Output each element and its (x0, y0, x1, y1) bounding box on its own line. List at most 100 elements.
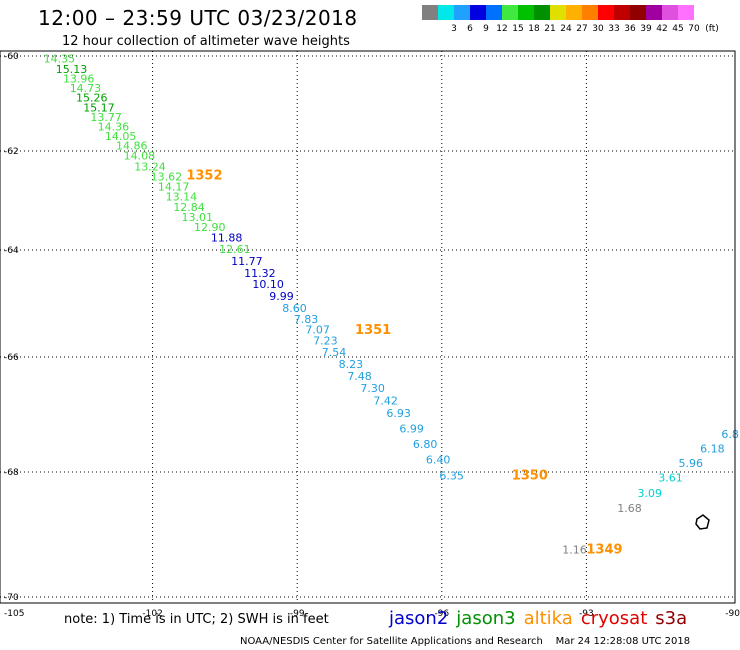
wave-height-value: 7.23 (313, 335, 338, 348)
wave-height-value: 5.96 (678, 457, 703, 470)
scale-label: 39 (640, 24, 652, 34)
chart-title: 12:00 – 23:59 UTC 03/23/2018 (38, 6, 358, 30)
scale-swatch (630, 5, 646, 20)
scale-swatch (486, 5, 502, 20)
satellite-legend-s3a: s3a (655, 608, 688, 629)
lat-tick-label: -70 (4, 593, 19, 603)
scale-swatch (694, 5, 710, 20)
wave-height-value: 7.42 (373, 395, 398, 408)
scale-swatch (566, 5, 582, 20)
scale-swatch (662, 5, 678, 20)
map-grid (0, 51, 735, 603)
wave-height-value: 9.99 (269, 290, 294, 303)
wave-height-value: 14.73 (70, 82, 102, 95)
wave-height-value: 15.13 (56, 63, 88, 76)
wave-height-value: 11.88 (211, 232, 243, 245)
wave-height-value: 7.07 (305, 323, 330, 336)
chart-subtitle: 12 hour collection of altimeter wave hei… (62, 34, 350, 49)
scale-label: 42 (656, 24, 668, 34)
scale-label: 18 (528, 24, 540, 34)
wave-height-value: 14.35 (44, 53, 76, 66)
lon-tick-label: -102 (142, 609, 162, 619)
wave-height-value: 14.36 (98, 121, 130, 134)
wave-height-value: 6.40 (426, 453, 451, 466)
satellite-legend-jason2: jason2 (389, 608, 449, 629)
wave-height-value: 3.61 (658, 471, 683, 484)
wave-height-value: 11.77 (231, 255, 263, 268)
lat-tick-label: -64 (4, 246, 19, 256)
wave-height-value: 13.96 (63, 73, 94, 86)
pass-time-label: 1352 (186, 169, 222, 184)
footer-note: note: 1) Time is in UTC; 2) SWH is in fe… (64, 612, 329, 627)
wave-height-value: 13.62 (151, 171, 183, 184)
wave-height-value: 10.10 (252, 278, 284, 291)
pass-time-labels: 1352 1351 1350 1349 (186, 169, 622, 558)
wave-height-value: 13.77 (90, 111, 122, 124)
map-frame (0, 50, 736, 604)
lon-corner-label-right: -90 (725, 609, 740, 619)
wave-height-value: 6.80 (413, 438, 438, 451)
scale-swatch (470, 5, 486, 20)
lat-tick-label: -60 (4, 52, 19, 62)
scale-swatch (422, 5, 438, 20)
scale-label: 30 (592, 24, 604, 34)
wave-height-value: 14.17 (158, 181, 190, 194)
wave-height-value: 6.8 (721, 428, 739, 441)
wave-height-value: 13.14 (166, 191, 198, 204)
wave-height-value: 14.05 (105, 130, 137, 143)
scale-swatch (454, 5, 470, 20)
wave-height-value: 13.01 (182, 211, 214, 224)
wave-height-value: 1.16 (562, 543, 587, 556)
wave-height-value: 7.54 (322, 346, 347, 359)
scale-swatch (518, 5, 534, 20)
wave-height-value: 14.86 (116, 140, 148, 153)
scale-swatch (678, 5, 694, 20)
wave-height-observations: 14.3515.1313.9614.7315.2615.1713.7714.36… (44, 53, 739, 557)
scale-label: 9 (483, 24, 489, 34)
scale-swatch (598, 5, 614, 20)
footer-credit: NOAA/NESDIS Center for Satellite Applica… (240, 636, 691, 647)
satellite-legend-cryosat: cryosat (580, 608, 648, 629)
scale-label: 3 (451, 24, 457, 34)
wave-height-value: 8.23 (339, 358, 364, 371)
wave-height-value: 7.83 (294, 313, 319, 326)
scale-swatch (534, 5, 550, 20)
wave-height-value: 6.99 (399, 422, 424, 435)
scale-label: 21 (544, 24, 556, 34)
pass-time-label: 1351 (355, 323, 391, 338)
wave-height-value: 6.93 (386, 407, 411, 420)
scale-label: 12 (496, 24, 508, 34)
wave-height-value: 11.32 (244, 267, 276, 280)
lat-tick-label: -62 (4, 147, 19, 157)
position-marker-icon (695, 514, 710, 530)
scale-swatch (582, 5, 598, 20)
wave-height-value: 12.90 (194, 221, 226, 234)
lon-corner-label-left: -105 (4, 609, 24, 619)
pass-time-label: 1349 (586, 542, 622, 557)
scale-unit: (ft) (705, 24, 719, 34)
wave-height-value: 12.61 (219, 243, 251, 256)
wave-height-value: 8.60 (282, 302, 307, 315)
wave-height-value: 14.08 (124, 149, 155, 162)
lat-tick-label: -68 (4, 468, 19, 478)
wave-height-value: 12.84 (173, 201, 205, 214)
wave-height-value: 6.18 (700, 442, 725, 455)
lon-tick-label: -99 (290, 609, 305, 619)
satellite-legend-jason3: jason3 (456, 608, 516, 629)
lon-tick-label: -96 (434, 609, 449, 619)
wave-height-value: 13.24 (134, 160, 166, 173)
scale-label: 24 (560, 24, 572, 34)
scale-label: 27 (576, 24, 588, 34)
wave-height-value: 7.48 (347, 370, 372, 383)
map-axes: -102 -99 -96 -93 -60 -62 -64 -66 -68 -70 -105 -90 (4, 52, 740, 619)
pass-time-label: 1350 (512, 469, 548, 484)
wave-height-value: 1.68 (617, 502, 642, 515)
wave-height-value: 15.17 (83, 102, 115, 115)
scale-swatch (502, 5, 518, 20)
scale-label: 36 (624, 24, 636, 34)
lat-tick-label: -66 (4, 353, 19, 363)
wave-height-value: 3.09 (637, 487, 662, 500)
wave-height-value: 15.26 (76, 92, 108, 105)
scale-label: 70 (688, 24, 700, 34)
